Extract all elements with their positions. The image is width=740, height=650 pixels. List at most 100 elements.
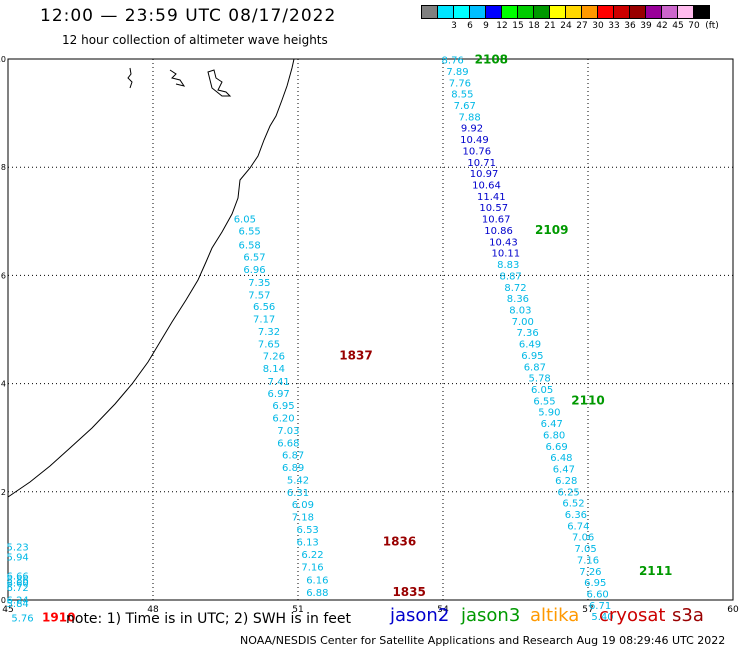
legend-altika: altika	[530, 605, 580, 626]
swh-value-label: 10.97	[470, 169, 499, 180]
colorbar-swatch	[693, 5, 710, 19]
swh-value-label: 6.20	[272, 414, 294, 425]
swh-value-label: 5.78	[529, 374, 551, 385]
colorbar-tick-label: 3	[451, 21, 457, 31]
swh-value-label: 5.94	[7, 553, 29, 564]
swh-value-label: 10.57	[479, 203, 508, 214]
swh-value-label: 7.17	[253, 315, 275, 326]
swh-value-label: 6.47	[541, 419, 563, 430]
swh-value-label: 9.92	[461, 124, 483, 135]
legend-cryosat: cryosat	[599, 605, 666, 626]
swh-value-label: 8.03	[509, 305, 531, 316]
swh-value-label: 7.89	[446, 67, 468, 78]
swh-value-label: 6.87	[282, 450, 304, 461]
colorbar-tick-label: 18	[528, 21, 540, 31]
footer-note: note: 1) Time is in UTC; 2) SWH is in fe…	[66, 611, 352, 627]
swh-value-label: 6.58	[239, 241, 261, 252]
colorbar	[421, 5, 710, 19]
pass-time-label: 1910	[42, 610, 75, 624]
x-tick-label: 48	[147, 605, 159, 615]
swh-value-label: 8.14	[263, 364, 285, 375]
swh-value-label: 7.16	[577, 555, 599, 566]
swh-value-label: 6.57	[243, 252, 265, 263]
swh-value-label: 6.05	[234, 215, 256, 226]
swh-value-label: 7.36	[516, 328, 538, 339]
swh-value-label: 6.22	[301, 550, 323, 561]
y-tick-label: 8	[1, 163, 6, 172]
swh-value-label: 10.86	[484, 226, 513, 237]
swh-value-label: 10.43	[489, 237, 518, 248]
colorbar-tick-label: 30	[592, 21, 604, 31]
swh-value-label: 6.53	[297, 525, 319, 536]
swh-value-label: 5.76	[11, 613, 33, 624]
colorbar-tick-label: 6	[467, 21, 473, 31]
pass-time-label: 1836	[383, 535, 416, 549]
swh-value-label: 7.57	[248, 290, 270, 301]
colorbar-tick-label: 42	[656, 21, 668, 31]
swh-value-label: 10.64	[472, 181, 501, 192]
y-tick-label: 0	[1, 596, 6, 605]
swh-value-label: 7.26	[263, 351, 285, 362]
swh-value-label: 10.71	[467, 158, 496, 169]
y-tick-label: 2	[1, 488, 6, 497]
swh-value-label: 6.09	[292, 500, 314, 511]
swh-value-label: 7.05	[574, 544, 596, 555]
swh-value-label: 6.48	[550, 453, 572, 464]
island-outline	[169, 69, 186, 87]
swh-value-label: 8.36	[507, 294, 529, 305]
swh-value-label: 7.03	[277, 426, 299, 437]
swh-value-label: 10.11	[492, 249, 521, 260]
swh-value-label: 6.55	[239, 226, 261, 237]
x-tick-label: 54	[437, 605, 449, 615]
swh-value-label: 6.56	[253, 302, 275, 313]
swh-value-label: 11.41	[477, 192, 506, 203]
swh-value-label: 6.80	[543, 430, 565, 441]
swh-value-label: 7.00	[512, 317, 534, 328]
swh-value-label: 6.49	[519, 340, 541, 351]
swh-value-label: 6.60	[7, 579, 29, 590]
swh-value-label: 5.42	[287, 475, 309, 486]
swh-value-label: 6.25	[558, 487, 580, 498]
colorbar-tick-label: 33	[608, 21, 620, 31]
pass-time-label: 2109	[535, 223, 568, 237]
colorbar-tick-label: 9	[483, 21, 489, 31]
swh-value-label: 6.88	[306, 588, 328, 599]
swh-value-label: 8.55	[451, 90, 473, 101]
swh-value-label: 5.86	[7, 575, 29, 586]
swh-value-label: 7.35	[248, 278, 270, 289]
swh-value-label: 5.23	[7, 542, 29, 553]
swh-value-label: 6.96	[243, 265, 265, 276]
swh-value-label: 5.90	[538, 408, 560, 419]
swh-value-label: 7.06	[572, 533, 594, 544]
swh-value-label: 6.69	[545, 442, 567, 453]
legend-jason2: jason2	[390, 605, 450, 626]
swh-value-label: 8.72	[504, 283, 526, 294]
colorbar-tick-label: 21	[544, 21, 556, 31]
pass-time-label: 1837	[339, 348, 372, 362]
swh-value-label: 8.87	[500, 271, 522, 282]
chart-subtitle: 12 hour collection of altimeter wave hei…	[62, 33, 328, 47]
swh-value-label: 6.97	[268, 389, 290, 400]
swh-value-label: 6.24	[7, 595, 29, 606]
coastline	[7, 58, 295, 498]
swh-value-label: 6.28	[555, 476, 577, 487]
island-outline	[127, 67, 133, 89]
swh-value-label: 6.31	[287, 488, 309, 499]
swh-value-label: 7.41	[268, 377, 290, 388]
swh-value-label: 6.55	[533, 396, 555, 407]
colorbar-tick-label: 27	[576, 21, 588, 31]
swh-value-label: 6.68	[277, 439, 299, 450]
swh-value-label: 6.89	[282, 463, 304, 474]
swh-value-label: 6.60	[587, 590, 609, 601]
swh-value-label: 6.47	[553, 465, 575, 476]
swh-value-label: 5.84	[7, 599, 29, 610]
colorbar-tick-label: 45	[672, 21, 684, 31]
colorbar-tick-label: 70	[688, 21, 700, 31]
legend-s3a: s3a	[672, 605, 704, 626]
swh-value-label: 10.67	[482, 215, 511, 226]
colorbar-tick-label: 24	[560, 21, 572, 31]
swh-value-label: 6.95	[272, 401, 294, 412]
plot-frame	[7, 58, 734, 601]
pass-time-label: 2110	[571, 393, 604, 407]
